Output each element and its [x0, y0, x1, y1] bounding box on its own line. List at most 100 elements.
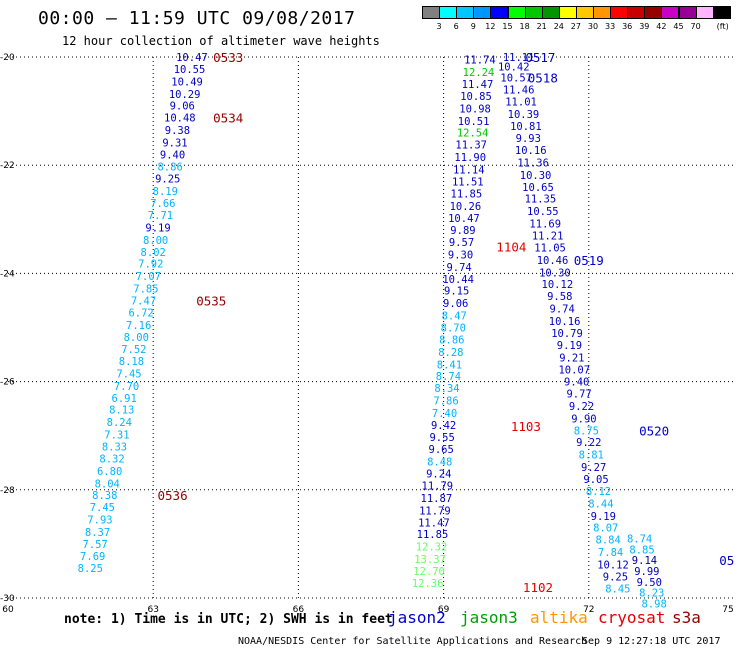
colorbar-unit: (ft) — [716, 22, 729, 31]
wave-height-label: 7.69 — [80, 551, 105, 563]
wave-height-label: 7.70 — [114, 381, 139, 393]
wave-height-label: 11.51 — [452, 176, 484, 188]
wave-height-label: 12.70 — [413, 566, 445, 578]
wave-height-label: 10.26 — [450, 201, 482, 213]
wave-height-label: 7.66 — [150, 198, 175, 210]
colorbar-tick-label: 9 — [470, 22, 476, 31]
lat-tick-label: -22 — [0, 161, 15, 171]
wave-height-label: 8.75 — [574, 425, 599, 437]
wave-height-label: 12.54 — [457, 128, 489, 140]
colorbar-tick-label: 12 — [485, 22, 496, 31]
wave-height-label: 9.38 — [165, 125, 190, 137]
wave-height-label: 7.31 — [104, 430, 129, 442]
wave-height-label: 7.57 — [82, 539, 107, 551]
wave-height-label: 9.55 — [429, 432, 454, 444]
satellite-legend-jason2: jason2 — [388, 608, 446, 627]
colorbar-tick-label: 18 — [519, 22, 530, 31]
wave-height-label: 8.74 — [436, 371, 461, 383]
wave-height-label: 12.36 — [412, 578, 444, 590]
wave-height-label: 9.74 — [550, 304, 575, 316]
wave-height-label: 10.12 — [597, 559, 629, 571]
colorbar-swatch — [712, 6, 731, 19]
colorbar-tick-label: 45 — [673, 22, 684, 31]
wave-height-label: 7.07 — [136, 271, 161, 283]
wave-height-label: 8.86 — [439, 334, 464, 346]
wave-height-label: 10.16 — [515, 145, 547, 157]
wave-height-label: 10.81 — [510, 121, 542, 133]
satellite-legend-altika: altika — [530, 608, 588, 627]
colorbar-tick-label: 24 — [553, 22, 564, 31]
wave-height-label: 11.79 — [419, 505, 451, 517]
wave-height-label: 10.47 — [448, 213, 480, 225]
wave-height-label: 9.25 — [603, 571, 628, 583]
wave-height-label: 8.86 — [157, 161, 182, 173]
wave-height-label: 10.48 — [164, 113, 196, 125]
wave-height-label: 9.99 — [634, 566, 659, 578]
wave-height-label: 10.30 — [520, 170, 552, 182]
wave-height-label: 13.37 — [414, 554, 446, 566]
wave-height-label: 8.19 — [153, 186, 178, 198]
wave-height-label: 7.45 — [90, 502, 115, 514]
figure-subtitle: 12 hour collection of altimeter wave hei… — [62, 34, 380, 48]
colorbar-tick-label: 70 — [690, 22, 701, 31]
wave-height-label: 9.90 — [571, 413, 596, 425]
wave-height-label: 10.98 — [459, 103, 491, 115]
colorbar-tick-label: 21 — [536, 22, 547, 31]
wave-height-label: 9.93 — [516, 133, 541, 145]
wave-height-label: 11.85 — [451, 188, 483, 200]
wave-height-label: 6.72 — [128, 307, 153, 319]
pass-time-label: 0518 — [528, 71, 558, 86]
pass-time-label: 0536 — [158, 488, 188, 503]
wave-height-label: 11.90 — [454, 152, 486, 164]
wave-height-label: 6.80 — [97, 466, 122, 478]
wave-height-label: 10.65 — [522, 182, 554, 194]
wave-height-label: 11.37 — [455, 140, 487, 152]
wave-height-label: 9.24 — [426, 469, 451, 481]
wave-height-label: 11.14 — [453, 165, 485, 177]
wave-height-label: 8.07 — [593, 523, 618, 535]
wave-height-label: 9.30 — [448, 249, 473, 261]
wave-height-label: 7.52 — [121, 344, 146, 356]
pass-time-label: 0517 — [525, 50, 555, 65]
wave-height-label: 7.86 — [433, 396, 458, 408]
wave-height-label: 11.35 — [525, 194, 557, 206]
lon-tick-label: 66 — [293, 605, 305, 615]
wave-height-label: 8.37 — [85, 527, 110, 539]
wave-height-label: 9.58 — [547, 291, 572, 303]
colorbar-tick-label: 15 — [502, 22, 513, 31]
wave-height-label: 9.19 — [591, 511, 616, 523]
colorbar-tick-label: 30 — [587, 22, 599, 31]
wave-height-label: 7.93 — [87, 515, 112, 527]
wave-height-label: 6.91 — [112, 393, 137, 405]
units-note: note: 1) Time is in UTC; 2) SWH is in fe… — [64, 612, 393, 627]
wave-height-label: 12.24 — [463, 67, 495, 79]
wave-height-label: 10.55 — [174, 64, 206, 76]
wave-height-label: 8.85 — [629, 544, 654, 556]
wave-height-label: 8.04 — [95, 478, 120, 490]
wave-height-label: 8.47 — [442, 311, 467, 323]
lat-tick-label: -30 — [0, 594, 15, 604]
wave-height-label: 9.65 — [429, 444, 454, 456]
wave-height-label: 8.00 — [143, 235, 168, 247]
wave-height-label: 11.47 — [462, 79, 494, 91]
colorbar-tick-label: 33 — [605, 22, 616, 31]
lon-tick-label: 69 — [438, 605, 450, 615]
wave-height-label: 8.02 — [141, 247, 166, 259]
wave-height-label: 9.50 — [637, 577, 662, 589]
wave-height-label: 7.71 — [148, 210, 173, 222]
wave-height-label: 8.98 — [641, 598, 666, 610]
wave-height-label: 8.23 — [639, 588, 664, 600]
wave-height-label: 9.77 — [566, 389, 591, 401]
wave-height-label: 11.69 — [529, 219, 561, 231]
wave-height-label: 10.30 — [539, 267, 571, 279]
wave-height-label: 7.16 — [126, 320, 151, 332]
pass-time-label: 0520 — [639, 423, 669, 438]
colorbar-tick-label: 42 — [656, 22, 667, 31]
wave-height-label: 8.84 — [596, 535, 621, 547]
wave-height-label: 11.79 — [422, 480, 454, 492]
wave-height-label: 9.15 — [444, 286, 469, 298]
lat-tick-label: -20 — [0, 53, 15, 63]
wave-height-label: 10.49 — [171, 76, 203, 88]
